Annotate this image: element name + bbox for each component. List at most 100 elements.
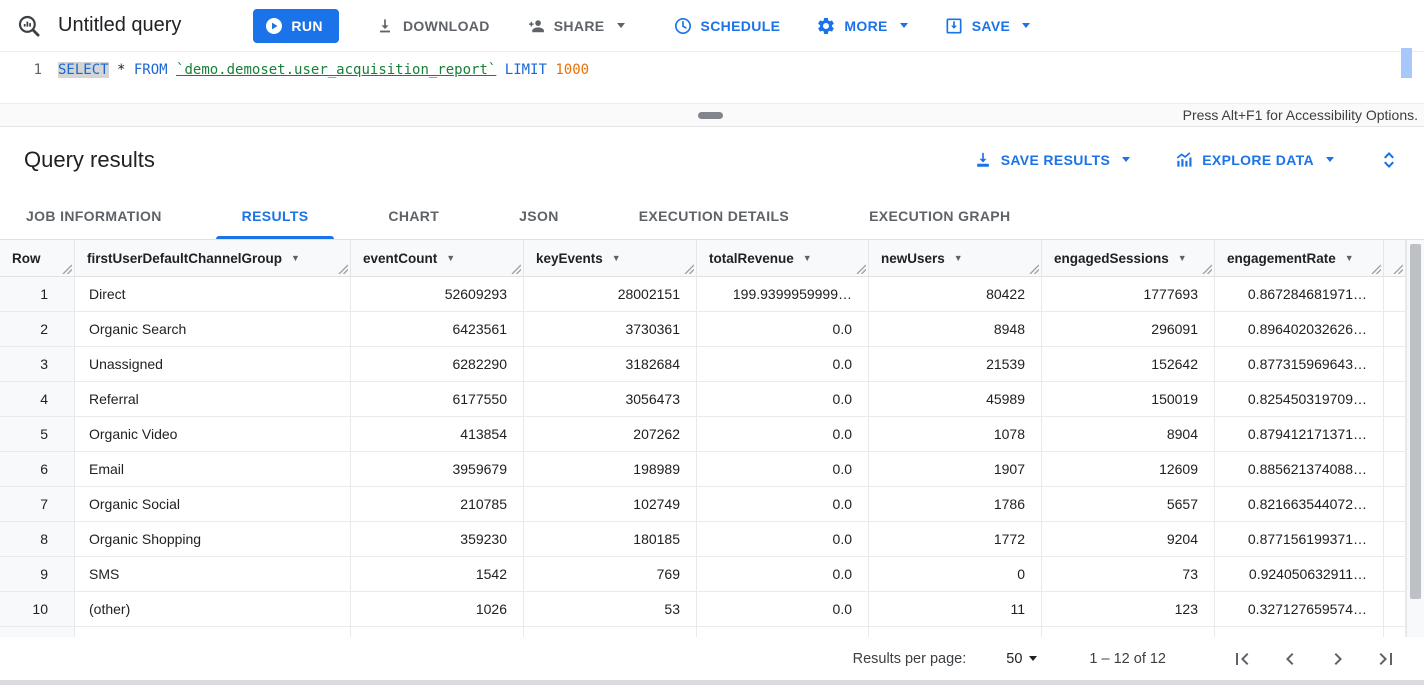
page-size-select[interactable]: 50	[1006, 651, 1038, 667]
previous-page-button[interactable]	[1278, 647, 1302, 671]
download-button[interactable]: DOWNLOAD	[375, 16, 490, 36]
expand-results-button[interactable]	[1378, 149, 1400, 171]
table-cell: 150019	[1042, 382, 1215, 417]
table-cell: Unassigned	[75, 347, 351, 382]
table-cell: 0.0	[697, 452, 869, 487]
last-page-button[interactable]	[1374, 647, 1398, 671]
sql-editor[interactable]: 1 SELECT * FROM `demo.demoset.user_acqui…	[0, 48, 1424, 103]
column-header-eventCount: eventCount ▼	[351, 240, 524, 277]
table-cell: 152642	[1042, 347, 1215, 382]
save-button[interactable]: SAVE	[944, 16, 1031, 36]
tab-results[interactable]: RESULTS	[215, 192, 335, 239]
save-results-button[interactable]: SAVE RESULTS	[973, 150, 1131, 170]
column-resize-grip-icon[interactable]	[62, 264, 73, 275]
table-cell: 0.0	[697, 487, 869, 522]
column-header-label: eventCount	[363, 250, 438, 266]
column-menu-caret-icon[interactable]: ▼	[446, 253, 456, 263]
column-resize-grip-icon[interactable]	[1029, 264, 1040, 275]
column-menu-caret-icon[interactable]: ▼	[1344, 253, 1354, 263]
table-row: 5 Organic Video 413854 207262 0.0 1078 8904 0.8…	[0, 417, 1424, 452]
column-header-partial	[1384, 240, 1406, 277]
table-row: 10 (other) 1026 53 0.0 11 123 0.327127659574…	[0, 592, 1424, 627]
table-row: 1 Direct 52609293 28002151 199.9399959999… 80…	[0, 277, 1424, 312]
explore-data-button[interactable]: EXPLORE DATA	[1174, 150, 1334, 170]
table-cell: 0.885621374088…	[1215, 452, 1384, 487]
table-cell: 123	[1042, 592, 1215, 627]
column-resize-grip-icon[interactable]	[338, 264, 349, 275]
table-cell: Email	[75, 452, 351, 487]
table-cell	[1384, 452, 1406, 487]
table-cell: 0.879412171371…	[1215, 417, 1384, 452]
table-cell: 3182684	[524, 347, 697, 382]
per-page-label: Results per page:	[852, 650, 967, 667]
splitter-drag-handle[interactable]	[698, 112, 723, 119]
table-row: 6 Email 3959679 198989 0.0 1907 12609 0.8856213…	[0, 452, 1424, 487]
next-page-button[interactable]	[1326, 647, 1350, 671]
tab-json[interactable]: JSON	[519, 207, 559, 224]
play-icon	[265, 17, 283, 35]
column-resize-grip-icon[interactable]	[511, 264, 522, 275]
tab-chart[interactable]: CHART	[388, 207, 440, 224]
dropdown-caret-icon	[899, 23, 908, 28]
share-button[interactable]: SHARE	[526, 16, 625, 36]
column-resize-grip-icon[interactable]	[1393, 264, 1404, 275]
window-bottom-edge	[0, 680, 1424, 685]
column-menu-caret-icon[interactable]: ▼	[1177, 253, 1187, 263]
unfold-icon	[1378, 149, 1400, 171]
first-page-icon	[1230, 647, 1254, 671]
table-cell: 8904	[1042, 417, 1215, 452]
column-menu-caret-icon[interactable]: ▼	[291, 253, 300, 263]
run-button[interactable]: RUN	[253, 8, 339, 43]
table-cell: 80422	[869, 277, 1042, 312]
more-button[interactable]: MORE	[816, 16, 908, 36]
table-cell: (other)	[75, 592, 351, 627]
table-cell: 0.877315969643…	[1215, 347, 1384, 382]
dropdown-caret-icon	[616, 23, 625, 28]
query-results-header: Query results SAVE RESULTS EXPLORE DATA	[0, 127, 1424, 192]
table-cell: 102749	[524, 487, 697, 522]
column-menu-caret-icon[interactable]: ▼	[802, 253, 812, 263]
page-range-label: 1 – 12 of 12	[1089, 650, 1166, 667]
editor-scrollbar-thumb[interactable]	[1401, 48, 1412, 78]
accessibility-hint: Press Alt+F1 for Accessibility Options.	[1182, 107, 1418, 123]
column-menu-caret-icon[interactable]: ▼	[611, 253, 621, 263]
table-cell: 0.0	[697, 417, 869, 452]
table-cell: Organic Search	[75, 312, 351, 347]
table-cell: 1786	[869, 487, 1042, 522]
schedule-button[interactable]: SCHEDULE	[673, 16, 781, 36]
column-header-label: newUsers	[881, 250, 945, 266]
tab-execution-graph[interactable]: EXECUTION GRAPH	[869, 207, 1011, 224]
column-header-firstUserDefaultChannelGroup: firstUserDefaultChannelGroup ▼	[75, 240, 351, 277]
column-resize-grip-icon[interactable]	[684, 264, 695, 275]
tab-execution-details[interactable]: EXECUTION DETAILS	[638, 207, 790, 224]
bigquery-query-icon	[16, 13, 42, 39]
table-cell	[1384, 417, 1406, 452]
column-header-Row: Row	[0, 240, 75, 277]
table-cell: 0.867284681971…	[1215, 277, 1384, 312]
table-cell	[1384, 627, 1406, 637]
column-resize-grip-icon[interactable]	[856, 264, 867, 275]
save-icon	[944, 16, 964, 36]
table-cell: 0.896402032626…	[1215, 312, 1384, 347]
column-menu-caret-icon[interactable]: ▼	[953, 253, 963, 263]
table-cell: 296091	[1042, 312, 1215, 347]
table-cell: 3730361	[524, 312, 697, 347]
table-cell: 4	[1042, 627, 1215, 637]
table-cell: 359230	[351, 522, 524, 557]
first-page-button[interactable]	[1230, 647, 1254, 671]
row-number-cell: 8	[0, 522, 75, 557]
table-vertical-scrollbar[interactable]	[1406, 240, 1424, 637]
table-reference-link[interactable]: `demo.demoset.user_acquisition_report`	[176, 62, 497, 78]
column-header-label: totalRevenue	[709, 250, 794, 266]
table-cell	[1384, 277, 1406, 312]
table-row: 8 Organic Shopping 359230 180185 0.0 1772 9204…	[0, 522, 1424, 557]
column-resize-grip-icon[interactable]	[1371, 264, 1382, 275]
table-cell	[1384, 557, 1406, 592]
column-resize-grip-icon[interactable]	[1202, 264, 1213, 275]
splitter-strip: Press Alt+F1 for Accessibility Options.	[0, 103, 1424, 127]
table-scrollbar-thumb[interactable]	[1410, 244, 1421, 599]
row-number-cell: 1	[0, 277, 75, 312]
table-cell: 0.0	[697, 382, 869, 417]
tab-job-information[interactable]: JOB INFORMATION	[26, 207, 162, 224]
table-cell	[1384, 487, 1406, 522]
